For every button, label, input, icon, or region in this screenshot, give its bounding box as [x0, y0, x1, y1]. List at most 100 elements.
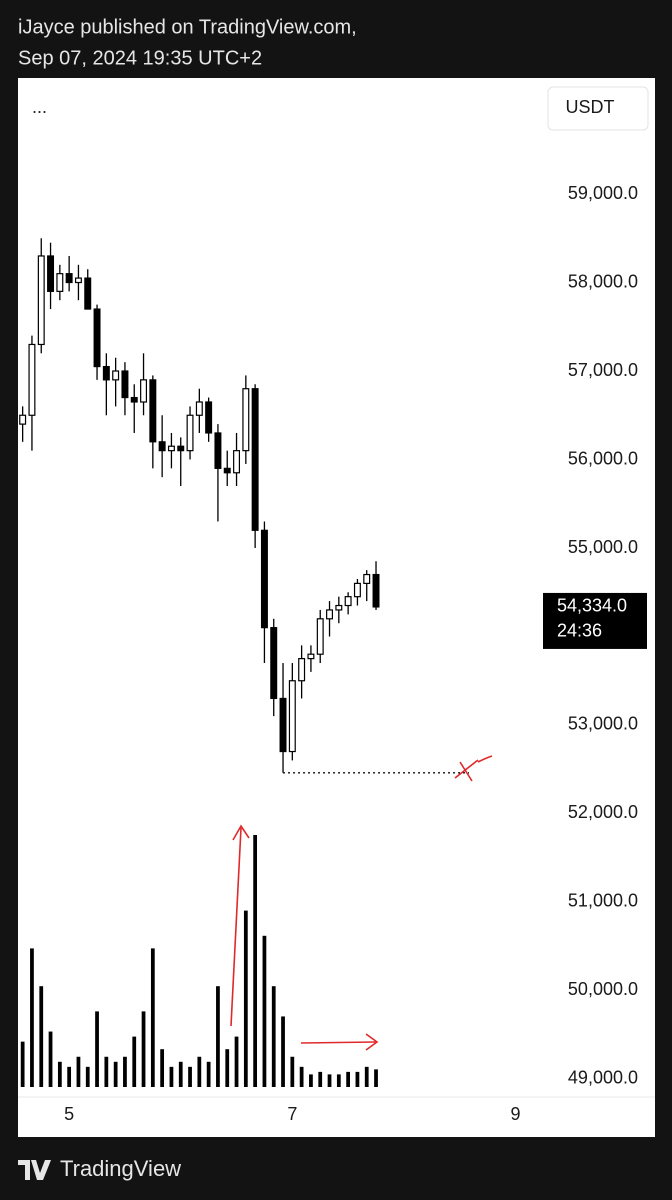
- candle-body: [214, 432, 222, 469]
- volume-bar: [95, 1011, 99, 1087]
- volume-bar: [141, 1011, 146, 1087]
- candle-body: [93, 308, 101, 368]
- candle-body: [19, 414, 27, 425]
- volume-bar: [225, 1049, 230, 1087]
- y-tick-label: 49,000.0: [568, 1068, 638, 1088]
- x-tick-label: 5: [64, 1104, 74, 1124]
- volume-bar: [262, 935, 267, 1087]
- arrow-up-head: [232, 824, 250, 841]
- y-tick-label: 58,000.0: [568, 271, 638, 291]
- candle-body: [140, 379, 148, 403]
- menu-button[interactable]: ...: [32, 97, 47, 117]
- volume-bar: [85, 1066, 90, 1087]
- logo-icon: [18, 1160, 51, 1180]
- volume-bar: [150, 948, 155, 1087]
- candle-body: [279, 697, 287, 753]
- y-tick-label: 57,000.0: [568, 360, 638, 380]
- red-annotations: [230, 755, 493, 1051]
- candle-body: [149, 379, 157, 443]
- volume-bar: [309, 1074, 313, 1087]
- candle-body: [74, 277, 82, 284]
- volume-bar: [39, 986, 44, 1087]
- volume-bar: [234, 1036, 239, 1087]
- currency-button[interactable]: [547, 86, 649, 131]
- volume-bar: [20, 1041, 25, 1087]
- candle-body: [47, 255, 55, 292]
- volume-bar: [160, 1049, 165, 1087]
- volume-bar: [355, 1071, 360, 1087]
- volume-bar: [216, 986, 220, 1087]
- volume-bar: [243, 910, 248, 1087]
- candle-body: [177, 445, 185, 452]
- countdown-label: 24:36: [557, 621, 602, 641]
- y-tick-label: 56,000.0: [568, 448, 638, 468]
- volume-bar: [281, 1016, 285, 1087]
- volume-bar: [30, 948, 34, 1087]
- candle-body: [270, 627, 278, 700]
- y-tick-label: 59,000.0: [568, 183, 638, 203]
- y-tick-label: 51,000.0: [568, 891, 638, 911]
- volume-bar: [67, 1066, 72, 1087]
- candle-body: [307, 653, 315, 660]
- y-tick-label: 53,000.0: [568, 714, 638, 734]
- y-tick-label: 55,000.0: [568, 537, 638, 557]
- volume-bar: [132, 1036, 137, 1087]
- candle-body: [167, 445, 175, 452]
- volume-bar: [206, 1061, 211, 1087]
- footer: TradingView: [18, 1156, 181, 1181]
- last-price-label: 54,334.0: [557, 596, 627, 616]
- x-tick-label: 9: [511, 1104, 521, 1124]
- candle-body: [37, 255, 45, 346]
- candle-body: [28, 343, 36, 416]
- candle-body: [298, 658, 306, 682]
- arrow-right-head: [365, 1033, 379, 1051]
- y-tick-label: 52,000.0: [568, 802, 638, 822]
- candle-body: [205, 401, 213, 434]
- candle-body: [158, 441, 166, 452]
- candle-body: [260, 529, 268, 629]
- candle-body: [251, 388, 259, 531]
- last-price-tag: [543, 592, 647, 649]
- arrow-right-shaft: [300, 1041, 377, 1044]
- candle-body: [353, 582, 361, 598]
- brand-name: TradingView: [60, 1156, 181, 1181]
- volume-bar: [76, 1056, 81, 1087]
- candle-body: [326, 609, 334, 620]
- candle-body: [121, 370, 129, 399]
- volume-bar: [113, 1061, 118, 1087]
- volume-bar: [169, 1066, 174, 1087]
- arrow-up-shaft: [230, 827, 242, 1027]
- candle-body: [102, 365, 110, 381]
- volume-bar: [57, 1061, 62, 1087]
- volume-bar: [48, 1031, 53, 1087]
- volume-bar: [188, 1066, 192, 1087]
- candle-body: [363, 573, 371, 584]
- x-tick-label: 7: [287, 1104, 297, 1124]
- candle-body: [316, 618, 324, 655]
- volume-bar: [336, 1074, 341, 1087]
- candle-body: [130, 396, 138, 403]
- y-tick-label: 50,000.0: [568, 979, 638, 999]
- candle-body: [335, 604, 343, 611]
- candle-body: [56, 273, 64, 292]
- currency-label: USDT: [566, 97, 615, 117]
- volume-bar: [364, 1066, 369, 1087]
- candle-body: [65, 273, 73, 284]
- candle-body: [372, 573, 380, 608]
- volume-bar: [327, 1074, 332, 1087]
- candle-body: [223, 467, 231, 474]
- volume-bar: [253, 835, 258, 1087]
- volume-bar: [104, 1056, 109, 1087]
- volume-bar: [290, 1056, 295, 1087]
- volume-bar: [346, 1071, 351, 1087]
- candle-body: [112, 370, 120, 381]
- date-line: Sep 07, 2024 19:35 UTC+2: [18, 47, 262, 69]
- author-line: iJayce published on TradingView.com,: [18, 16, 357, 38]
- candle-body: [288, 680, 296, 753]
- candle-body: [242, 388, 250, 452]
- volume-bar: [123, 1056, 127, 1087]
- candle-body: [233, 450, 241, 474]
- volume-bar: [271, 986, 276, 1087]
